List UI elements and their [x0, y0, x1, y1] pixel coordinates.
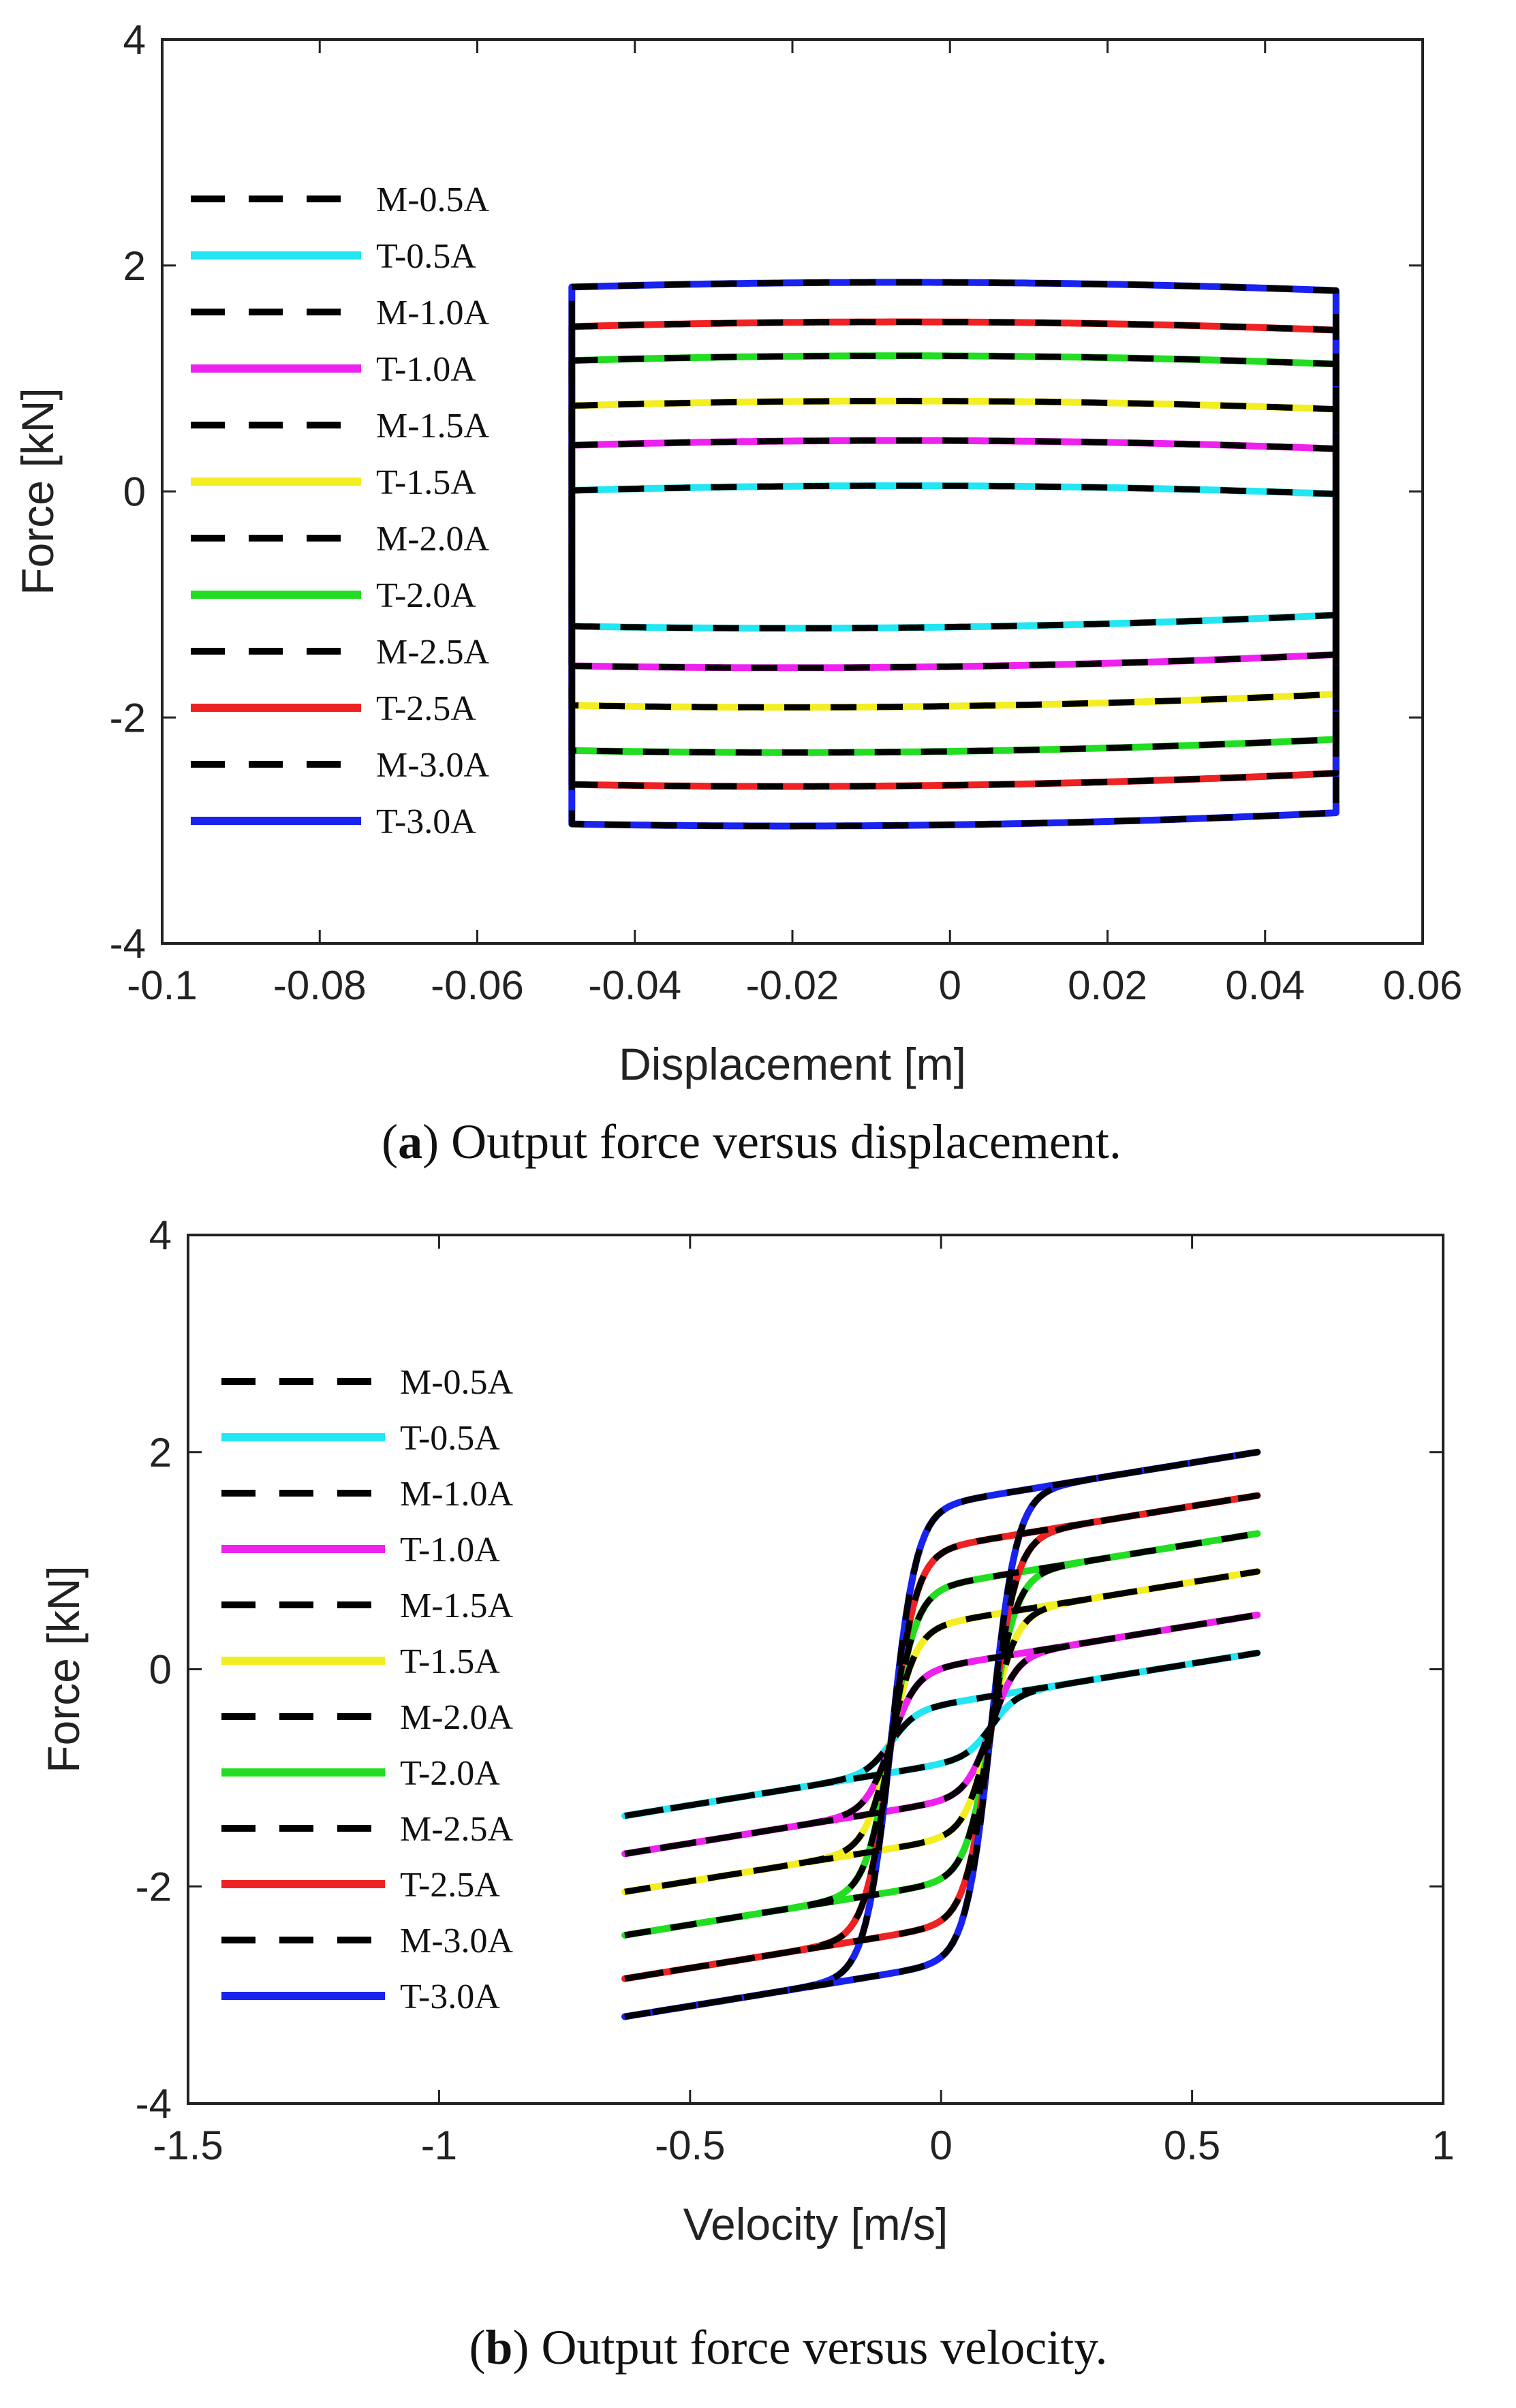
panel-a-x-tick-label: -0.06 — [431, 963, 524, 1008]
panel-a-legend-label: M-1.5A — [376, 407, 490, 445]
panel-b-y-tick-label: -2 — [136, 1864, 172, 1909]
panel-b-y-tick-label: 2 — [149, 1430, 172, 1475]
panel-b-y-tick-label: -4 — [136, 2081, 172, 2127]
panel-b-plot-frame — [187, 1234, 1444, 2105]
panel-b-x-tick-label: -0.5 — [655, 2123, 725, 2168]
panel-a-y-axis-title: Force [kN] — [12, 388, 63, 595]
panel-b-y-tick-label: 4 — [149, 1213, 172, 1258]
panel-b-legend-label: T-2.5A — [400, 1866, 500, 1905]
panel-b-caption: (b) Output force versus velocity. — [469, 2320, 1107, 2375]
panel-a-series-m-1-5a — [568, 398, 1340, 710]
panel-b-series-t-1-0a — [621, 1611, 1261, 1858]
panel-b-series-t-2-0a — [621, 1530, 1261, 1939]
panel-b-caption-letter: b — [485, 2320, 512, 2375]
panel-a-legend: M-0.5A T-0.5A M-1.0A T-1.0A M-1.5A T-1.5A M-2.… — [191, 181, 490, 841]
panel-b-legend-label: M-1.0A — [400, 1475, 514, 1514]
panel-a-legend-label: T-2.5A — [376, 689, 476, 728]
panel-a-x-tick-label: 0.06 — [1383, 963, 1463, 1008]
panel-b-x-tick-label: 1 — [1432, 2123, 1454, 2168]
panel-a-caption-letter: a — [398, 1114, 422, 1169]
panel-b-x-tick-label: -1 — [421, 2123, 457, 2168]
panel-b-legend-label: M-3.0A — [400, 1922, 514, 1960]
panel-a-legend-label: T-0.5A — [376, 237, 476, 276]
panel-a-x-tick-label: 0.02 — [1068, 963, 1147, 1008]
panel-a-y-tick-label: 2 — [123, 243, 146, 289]
panel-a-legend-label: M-2.5A — [376, 633, 490, 672]
panel-b-series-m-2-5a — [624, 1492, 1260, 1982]
panel-a-legend-label: T-1.5A — [376, 463, 476, 502]
panel-b-legend-label: T-1.0A — [400, 1531, 500, 1569]
panel-b-legend-label: M-2.5A — [400, 1810, 514, 1849]
panel-a-series-m-1-0a — [568, 437, 1340, 671]
panel-a-y-tick-label: -2 — [110, 695, 146, 740]
panel-a-series-m-2-0a — [568, 352, 1340, 756]
panel-b-series-m-3-0a — [624, 1449, 1260, 2020]
panel-b-x-tick-label: 0 — [930, 2123, 953, 2168]
panel-a-x-axis-title: Displacement [m] — [619, 1039, 966, 1089]
panel-b-x-axis-title: Velocity [m/s] — [683, 2199, 948, 2249]
panel-b-chart: -1.5 -1 -0.5 0 0.5 1 -4 -2 0 2 4 Velocity [m/s] Forc… — [38, 1213, 1455, 2375]
panel-a-series-group — [568, 279, 1340, 830]
panel-b-x-tick-label: 0.5 — [1164, 2123, 1220, 2168]
panel-b-legend-label: M-0.5A — [400, 1363, 514, 1402]
panel-b-legend-label: T-0.5A — [400, 1419, 500, 1458]
panel-a-chart: -0.1 -0.08 -0.06 -0.04 -0.02 0 0.02 0.04 0.06 -4 -… — [12, 17, 1462, 1169]
panel-a-legend-label: M-2.0A — [376, 520, 490, 559]
panel-b-legend-label: M-1.5A — [400, 1586, 514, 1625]
panel-b-legend: M-0.5A T-0.5A M-1.0A T-1.0A M-1.5A T-1.5A M-2.… — [221, 1363, 514, 2016]
panel-b-legend-label: T-2.0A — [400, 1754, 500, 1793]
panel-b-x-tick-label: -1.5 — [153, 2123, 223, 2168]
panel-b-legend-label: M-2.0A — [400, 1698, 514, 1737]
panel-b-series-m-0-5a — [624, 1650, 1260, 1819]
panel-b-y-axis-title: Force [kN] — [38, 1565, 89, 1772]
panel-a-legend-label: T-1.0A — [376, 350, 476, 389]
panel-a-x-tick-label: 0.04 — [1225, 963, 1305, 1008]
panel-a-x-tick-label: -0.02 — [746, 963, 839, 1008]
panel-a-legend-label: M-3.0A — [376, 746, 490, 785]
panel-b-caption-text: Output force versus velocity. — [541, 2320, 1107, 2375]
panel-a-y-tick-label: 4 — [123, 17, 146, 63]
panel-a-caption: (a) Output force versus displacement. — [382, 1114, 1121, 1169]
panel-a-legend-label: T-2.0A — [376, 576, 476, 615]
panel-a-x-tick-label: -0.1 — [127, 963, 197, 1008]
panel-b-legend-label: T-3.0A — [400, 1977, 500, 2016]
panel-a-legend-label: M-0.5A — [376, 181, 490, 219]
panel-b-legend-label: T-1.5A — [400, 1642, 500, 1681]
panel-a-series-m-2-5a — [568, 319, 1340, 789]
panel-a-caption-text: Output force versus displacement. — [451, 1114, 1121, 1169]
panel-a-y-tick-label: -4 — [110, 921, 146, 967]
panel-a-legend-label: T-3.0A — [376, 802, 476, 841]
panel-b-series-m-1-5a — [624, 1568, 1260, 1895]
panel-a-x-tick-label: 0 — [939, 963, 961, 1008]
panel-a-x-tick-label: -0.04 — [588, 963, 681, 1008]
panel-a-x-tick-label: -0.08 — [273, 963, 367, 1008]
panel-b-y-tick-label: 0 — [149, 1647, 172, 1693]
panel-a-legend-label: M-1.0A — [376, 294, 490, 332]
panel-b-series-group — [621, 1448, 1261, 2020]
panel-a-series-m-3-0a — [568, 279, 1340, 830]
panel-a-y-tick-label: 0 — [123, 469, 146, 515]
